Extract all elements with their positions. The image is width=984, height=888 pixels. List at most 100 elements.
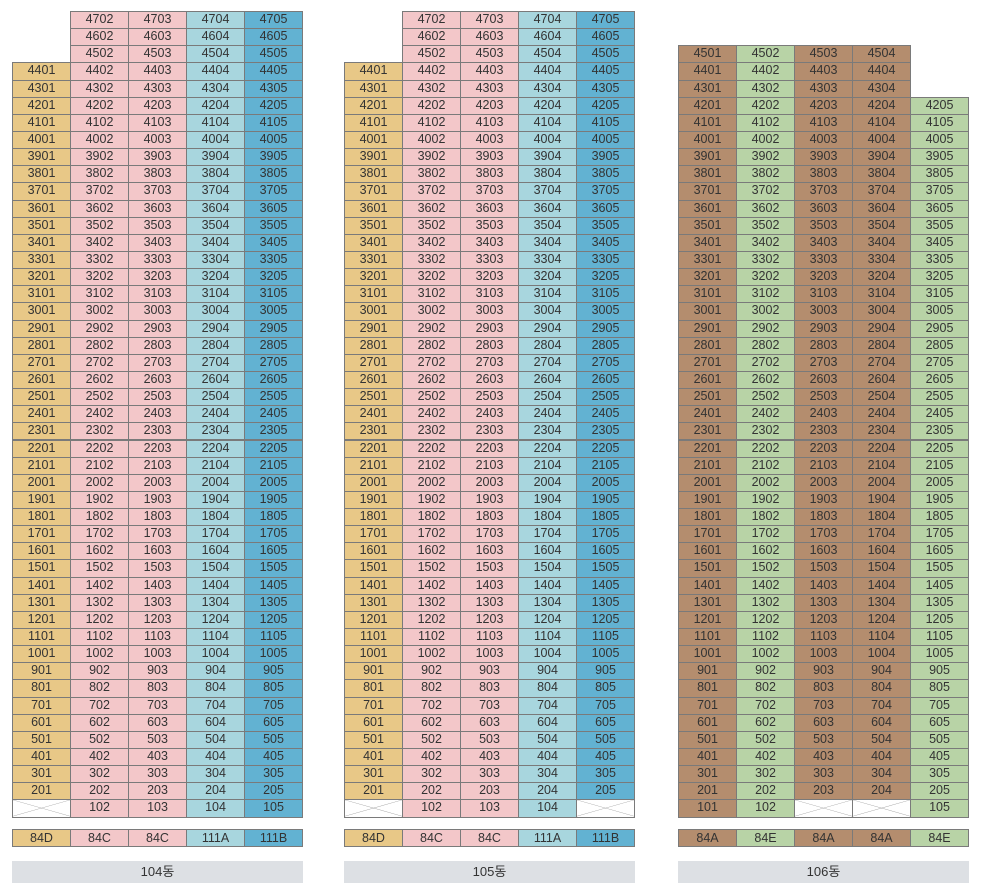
unit-cell: 1704	[186, 525, 245, 544]
unit-cell: 3001	[12, 302, 71, 321]
unit-cell: 3302	[70, 250, 129, 270]
unit-cell: 4502	[736, 45, 795, 64]
unit-cell: 4305	[244, 79, 303, 98]
unit-cell: 2901	[344, 319, 403, 338]
unit-cell: 3402	[402, 233, 461, 252]
unit-cell: 2003	[128, 473, 187, 492]
unit-cell: 3802	[736, 165, 795, 184]
unit-cell: 1302	[402, 593, 461, 612]
unit-cell: 4704	[186, 11, 245, 30]
unit-cell: 1402	[736, 576, 795, 595]
unit-cell: 803	[128, 679, 187, 698]
unit-cell: 2505	[244, 388, 303, 407]
unit-cell: 2302	[402, 422, 461, 441]
unit-cell: 3705	[244, 182, 303, 201]
unit-cell: 1405	[910, 576, 969, 595]
unit-cell: 4503	[794, 45, 853, 64]
unit-cell: 1402	[402, 576, 461, 595]
unit-cell: 1802	[736, 508, 795, 527]
unit-cell: 3205	[576, 268, 635, 287]
unit-cell: 2204	[518, 439, 577, 458]
unit-cell: 4004	[518, 130, 577, 150]
unit-cell: 1501	[678, 559, 737, 578]
unit-cell: 1804	[186, 508, 245, 527]
unit-cell: 3405	[576, 233, 635, 252]
unit-cell: 4603	[128, 28, 187, 47]
unit-cell: 4302	[736, 79, 795, 98]
unit-cell: 2403	[460, 405, 519, 424]
unit-cell: 501	[678, 730, 737, 749]
unit-cell: 1302	[736, 593, 795, 612]
unit-cell: 2905	[244, 319, 303, 338]
unit-cell: 2203	[794, 439, 853, 458]
unit-cell: 3002	[402, 302, 461, 321]
empty-unit	[576, 799, 635, 818]
unit-cell: 4401	[344, 62, 403, 81]
unit-cell: 601	[678, 713, 737, 732]
unit-cell: 1502	[70, 559, 129, 578]
unit-cell: 1102	[402, 628, 461, 647]
unit-cell: 2004	[186, 473, 245, 492]
unit-cell: 2605	[576, 370, 635, 390]
unit-cell: 2603	[794, 370, 853, 390]
unit-cell: 2804	[518, 336, 577, 355]
unit-cell: 3904	[852, 148, 911, 167]
unit-cell: 4501	[678, 45, 737, 64]
unit-cell: 3602	[70, 199, 129, 218]
unit-cell: 1001	[12, 645, 71, 664]
unit-cell: 2503	[794, 388, 853, 407]
unit-cell: 1502	[736, 559, 795, 578]
unit-cell: 1602	[70, 542, 129, 561]
unit-cell: 2303	[128, 422, 187, 441]
unit-cell: 1205	[244, 610, 303, 630]
unit-cell: 4005	[910, 130, 969, 150]
unit-cell: 3005	[576, 302, 635, 321]
unit-cell: 3401	[344, 233, 403, 252]
unit-cell: 2901	[678, 319, 737, 338]
unit-cell: 1403	[794, 576, 853, 595]
unit-cell: 3502	[736, 216, 795, 235]
unit-cell: 3202	[70, 268, 129, 287]
unit-cell: 2301	[344, 422, 403, 441]
unit-cell: 1804	[518, 508, 577, 527]
unit-cell: 2002	[736, 473, 795, 492]
unit-cell: 2302	[736, 422, 795, 441]
unit-cell: 4405	[576, 62, 635, 81]
unit-cell: 1402	[70, 576, 129, 595]
unit-cell: 402	[736, 748, 795, 767]
unit-cell: 2404	[852, 405, 911, 424]
unit-cell: 2103	[794, 456, 853, 475]
unit-cell: 3304	[518, 250, 577, 270]
unit-cell: 2403	[128, 405, 187, 424]
unit-cell: 1203	[794, 610, 853, 630]
unit-cell: 901	[12, 662, 71, 681]
unit-cell: 3003	[794, 302, 853, 321]
unit-cell: 1404	[518, 576, 577, 595]
unit-cell: 3403	[128, 233, 187, 252]
unit-cell: 4303	[794, 79, 853, 98]
unit-cell: 302	[736, 765, 795, 784]
unit-cell: 1701	[678, 525, 737, 544]
unit-cell: 4105	[244, 113, 303, 132]
unit-cell: 1802	[70, 508, 129, 527]
unit-cell: 104	[186, 799, 245, 818]
unit-cell: 1105	[910, 628, 969, 647]
unit-cell: 2401	[678, 405, 737, 424]
unit-cell: 703	[460, 696, 519, 715]
unit-cell: 505	[576, 730, 635, 749]
unit-cell: 302	[70, 765, 129, 784]
unit-cell: 1903	[128, 490, 187, 510]
unit-cell: 501	[12, 730, 71, 749]
unit-cell: 1905	[244, 490, 303, 510]
unit-cell: 1002	[402, 645, 461, 664]
unit-cell: 4202	[70, 96, 129, 115]
unit-cell: 2003	[460, 473, 519, 492]
unit-cell: 3504	[186, 216, 245, 235]
unit-cell: 303	[128, 765, 187, 784]
unit-cell: 1103	[460, 628, 519, 647]
unit-cell: 203	[128, 782, 187, 801]
unit-cell: 3302	[736, 250, 795, 270]
unit-cell: 103	[460, 799, 519, 818]
unit-cell: 905	[244, 662, 303, 681]
unit-cell: 3702	[736, 182, 795, 201]
